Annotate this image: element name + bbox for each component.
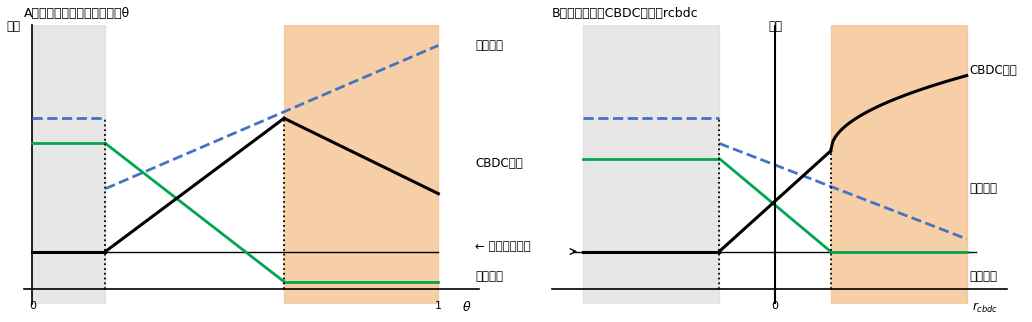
Text: CBDC份额: CBDC份额	[475, 157, 522, 170]
Bar	[831, 25, 967, 304]
Text: ← 网络效应阙値: ← 网络效应阙値	[475, 240, 530, 253]
Text: B：现金份额和CBDC利率，rcbdc: B：现金份额和CBDC利率，rcbdc	[552, 7, 699, 20]
Text: 存款份额: 存款份额	[970, 182, 998, 195]
Bar	[284, 25, 439, 304]
Text: 1: 1	[434, 300, 442, 310]
Text: 存款份额: 存款份额	[475, 39, 503, 52]
Bar	[32, 25, 105, 304]
Text: A：现金份额和类现金程度，θ: A：现金份额和类现金程度，θ	[24, 7, 130, 20]
Text: 0: 0	[29, 300, 36, 310]
Text: $r_{cbdc}$: $r_{cbdc}$	[972, 300, 998, 315]
Text: CBDC份额: CBDC份额	[970, 64, 1018, 77]
Text: θ: θ	[462, 300, 471, 314]
Bar	[583, 25, 719, 304]
Text: 0: 0	[772, 300, 778, 310]
Text: 份额: 份额	[768, 20, 782, 33]
Text: 份额: 份额	[6, 20, 21, 33]
Text: 现金份额: 现金份额	[475, 270, 503, 283]
Text: 现金份额: 现金份额	[970, 270, 998, 283]
